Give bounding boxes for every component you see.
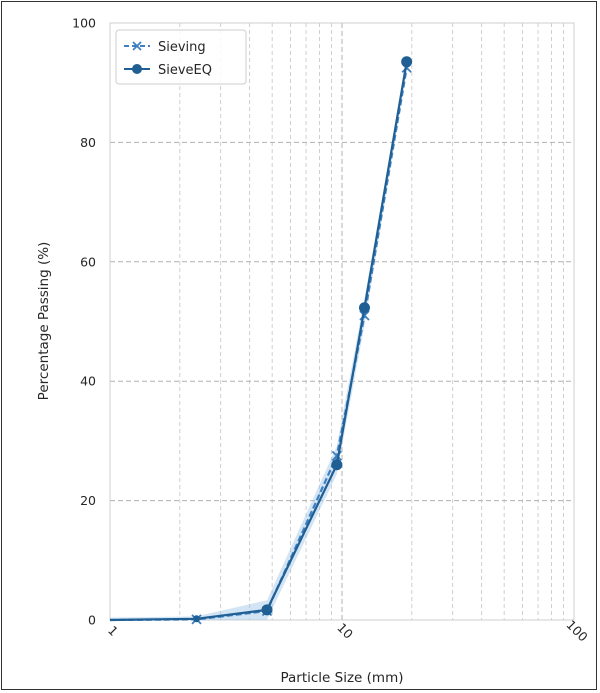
uncertainty-band (110, 59, 407, 620)
legend: Sieving SieveEQ (115, 29, 247, 85)
y-tick-label: 40 (80, 374, 96, 389)
x-tick-label: 1 (105, 623, 121, 639)
legend-sieving-marker (132, 41, 142, 51)
y-tick-label: 80 (80, 135, 96, 150)
series-line-sieving (109, 67, 408, 622)
y-tick-label: 60 (80, 254, 96, 269)
y-tick-label: 20 (80, 493, 96, 508)
sieveeq-point (401, 56, 413, 68)
y-axis-label: Percentage Passing (%) (36, 242, 52, 401)
legend-sieving-label: Sieving (158, 40, 206, 55)
sieveeq-point (261, 604, 273, 616)
sieveeq-point (193, 615, 201, 623)
sieving-point (359, 310, 370, 321)
x-axis-label: Particle Size (mm) (280, 670, 403, 686)
grid (110, 23, 574, 620)
series-line-sieveeq (109, 61, 408, 622)
legend-sieveeq-marker (132, 64, 142, 74)
legend-box (115, 29, 247, 85)
x-tick-label: 100 (563, 617, 591, 645)
y-tick-label: 100 (72, 16, 96, 31)
y-tick-label: 0 (88, 613, 96, 628)
sieveeq-point (358, 302, 370, 314)
plot-area-border (109, 22, 575, 621)
sieveeq-point (331, 459, 343, 471)
legend-sieveeq-label: SieveEQ (158, 63, 212, 78)
series (109, 56, 413, 625)
x-tick-label: 10 (334, 620, 356, 642)
confidence-band (110, 59, 407, 620)
